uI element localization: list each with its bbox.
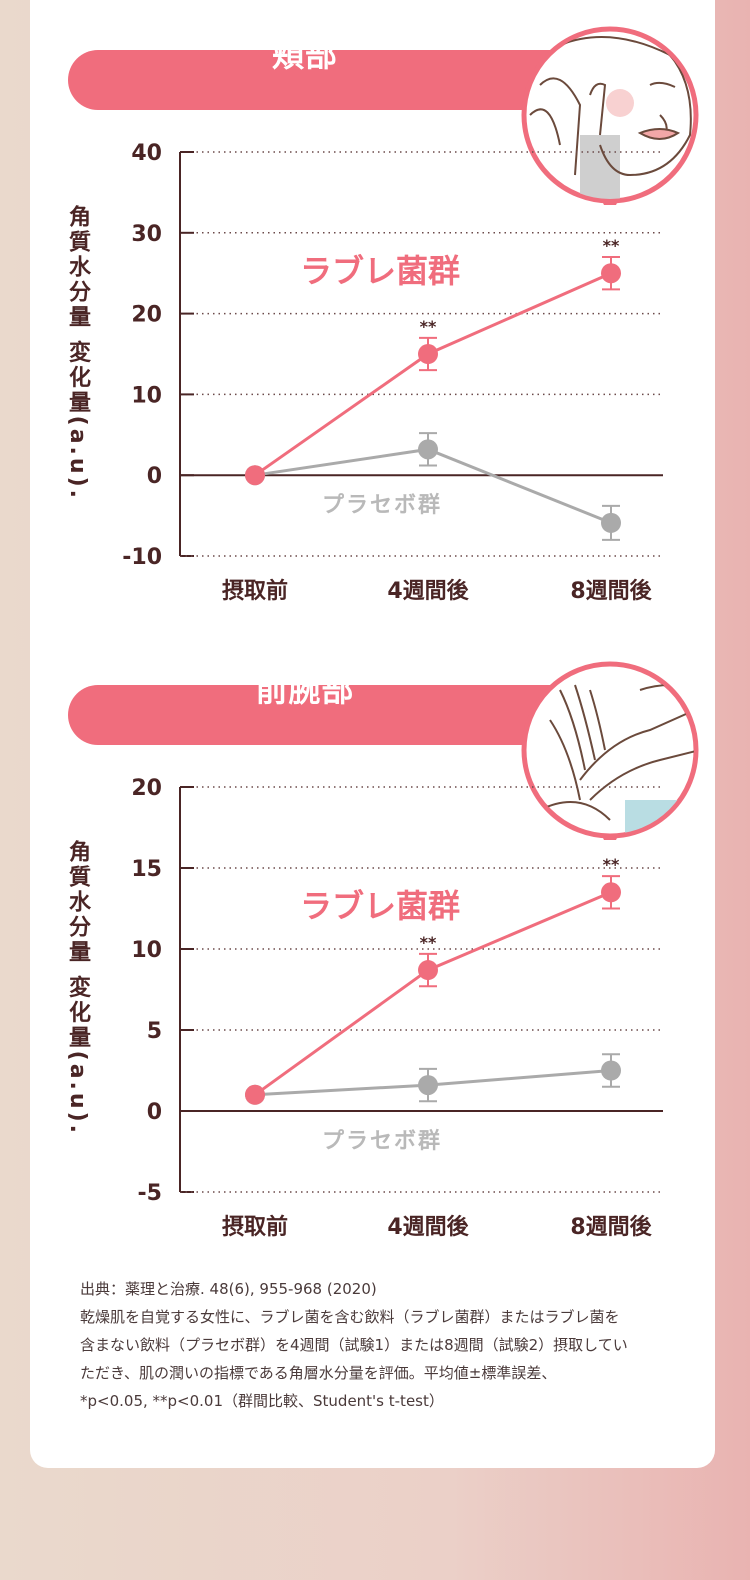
footnote: 出典：薬理と治療. 48(6), 955-968 (2020) 乾燥肌を自覚する…	[80, 1275, 680, 1415]
footnote-source: 出典：薬理と治療. 48(6), 955-968 (2020)	[80, 1280, 377, 1298]
footnote-line: 含まない飲料（プラセボ群）を4週間（試験1）または8週間（試験2）摂取してい	[80, 1336, 628, 1354]
cheek-section: 頬部 角質水分量 変化量(a.u).	[0, 25, 750, 625]
significance-mark: **	[603, 236, 620, 255]
forearm-section: 前腕部 角質水分量 変化量(a.u).	[0, 660, 750, 1260]
forearm-hands-icon	[521, 661, 699, 840]
data-point	[418, 960, 438, 981]
face-cheek-icon	[521, 26, 699, 205]
y-tick-label: 10	[131, 938, 162, 963]
data-point	[418, 439, 438, 460]
series-label-lacto: ラブレ菌群	[300, 887, 460, 925]
series-label-lacto: ラブレ菌群	[300, 252, 460, 290]
x-tick-label: 摂取前	[222, 578, 288, 604]
series-label-placebo: プラセボ群	[322, 1128, 442, 1154]
data-point	[601, 512, 621, 533]
data-point	[418, 344, 438, 364]
y-tick-label: -5	[138, 1181, 162, 1206]
y-tick-label: 10	[131, 383, 162, 408]
data-point	[245, 465, 265, 486]
series-label-placebo: プラセボ群	[322, 492, 442, 518]
section-title-pill	[68, 50, 588, 110]
x-tick-label: 8週間後	[570, 1214, 652, 1240]
footnote-line: *p<0.05, **p<0.01（群間比較、Student's t-test）	[80, 1392, 444, 1410]
data-point	[601, 1060, 621, 1081]
significance-mark: **	[420, 933, 437, 952]
significance-mark: **	[603, 855, 620, 874]
y-tick-label: -10	[122, 545, 162, 570]
section-title: 前腕部	[255, 671, 355, 709]
y-tick-label: 5	[147, 1019, 162, 1044]
y-axis-title: 角質水分量 変化量(a.u).	[65, 840, 90, 1136]
x-tick-label: 8週間後	[570, 578, 652, 604]
data-point	[245, 1084, 265, 1105]
footnote-line: ただき、肌の潤いの指標である角層水分量を評価。平均値±標準誤差、	[80, 1364, 557, 1382]
x-tick-label: 4週間後	[387, 578, 469, 604]
section-title-pill	[68, 685, 588, 745]
y-axis-title: 角質水分量 変化量(a.u).	[65, 205, 90, 501]
y-tick-label: 0	[147, 464, 162, 489]
significance-mark: **	[420, 317, 437, 336]
y-tick-label: 0	[147, 1100, 162, 1125]
x-tick-label: 4週間後	[387, 1214, 469, 1240]
y-tick-label: 15	[131, 857, 162, 882]
data-point	[418, 1075, 438, 1096]
data-point	[601, 263, 621, 284]
y-tick-label: 30	[131, 222, 162, 247]
y-tick-label: 40	[131, 141, 162, 166]
y-tick-label: 20	[131, 303, 162, 328]
data-point	[601, 882, 621, 903]
section-title: 頬部	[271, 36, 338, 74]
x-tick-label: 摂取前	[222, 1214, 288, 1240]
footnote-line: 乾燥肌を自覚する女性に、ラブレ菌を含む飲料（ラブレ菌群）またはラブレ菌を	[80, 1308, 620, 1326]
y-tick-label: 20	[131, 776, 162, 801]
